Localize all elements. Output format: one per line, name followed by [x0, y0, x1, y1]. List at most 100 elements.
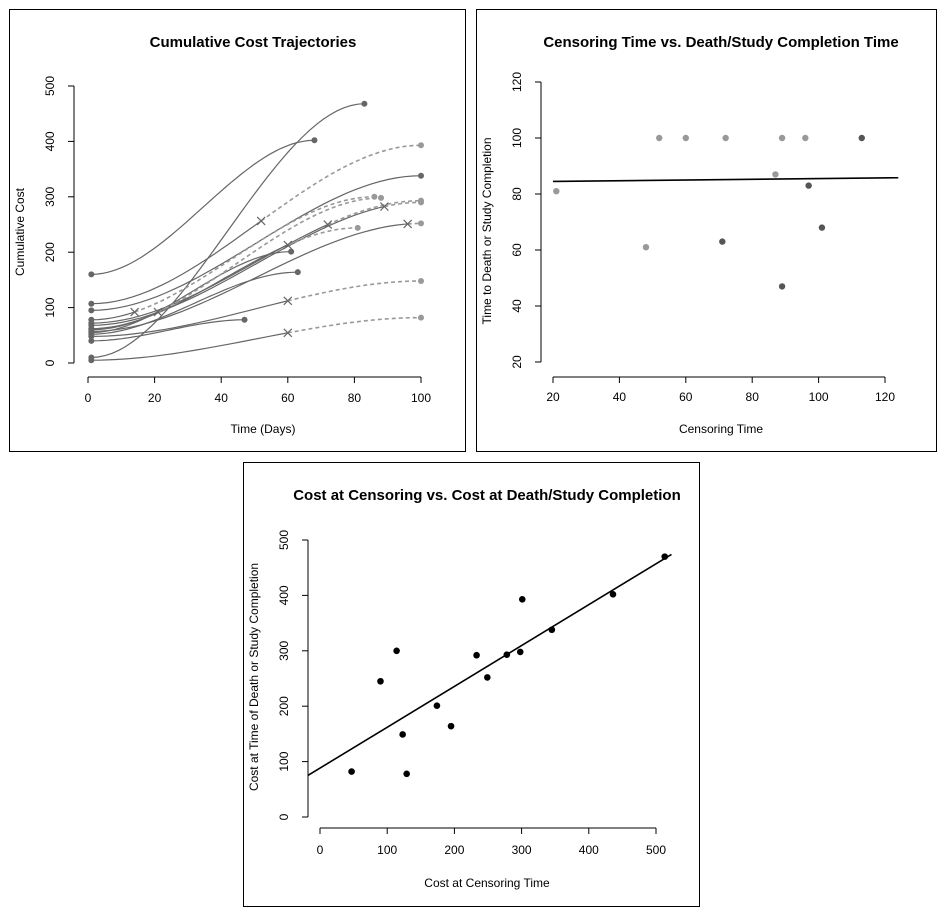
trajectory-line — [91, 311, 159, 331]
censoring-time-chart: Censoring Time vs. Death/Study Completio… — [480, 34, 899, 436]
censoring-marker — [130, 307, 140, 317]
trajectory-line — [91, 319, 245, 342]
y-tick-label: 300 — [277, 640, 291, 660]
cost-trajectories-panel: Cumulative Cost Trajectories Time (Days)… — [9, 9, 466, 452]
trajectory-line — [91, 139, 315, 275]
end-point — [288, 248, 295, 255]
y-tick-label: 500 — [43, 76, 57, 96]
chart-title: Censoring Time vs. Death/Study Completio… — [543, 34, 898, 51]
x-tick-label: 80 — [348, 391, 362, 405]
trajectory-line — [91, 206, 385, 326]
x-tick-label: 100 — [377, 843, 397, 857]
chart-title: Cumulative Cost Trajectories — [150, 34, 357, 51]
end-point — [311, 137, 318, 144]
data-point — [802, 134, 809, 142]
data-point — [377, 677, 384, 685]
y-tick-label: 120 — [510, 72, 524, 92]
y-tick-label: 500 — [277, 530, 291, 550]
y-tick-label: 20 — [510, 355, 524, 369]
data-point — [722, 134, 729, 142]
censoring-marker — [153, 307, 163, 317]
y-axis-label: Cumulative Cost — [13, 187, 27, 276]
data-point — [609, 590, 617, 598]
x-tick-label: 500 — [646, 843, 666, 857]
trajectory-line — [91, 220, 262, 305]
cost-comparison-panel: Cost at Censoring vs. Cost at Death/Stud… — [243, 462, 700, 907]
data-point — [553, 188, 560, 195]
trajectory-line — [91, 103, 365, 359]
censoring-marker — [283, 328, 293, 338]
data-point — [484, 674, 491, 681]
trajectory-line-after-censoring — [260, 144, 422, 222]
y-axis-label: Cost at Time of Death or Study Completio… — [247, 563, 261, 791]
y-tick-label: 100 — [43, 297, 57, 317]
data-point — [719, 238, 726, 245]
y-tick-label: 300 — [43, 186, 57, 206]
trajectory-line — [91, 271, 298, 335]
censoring-marker — [256, 216, 266, 226]
y-tick-label: 400 — [43, 131, 57, 151]
y-tick-label: 60 — [510, 243, 524, 257]
cost-comparison-chart: Cost at Censoring vs. Cost at Death/Stud… — [247, 487, 681, 890]
data-point — [516, 648, 524, 656]
trajectory-line-after-censoring — [384, 201, 422, 208]
x-tick-label: 200 — [444, 843, 464, 857]
start-point — [88, 300, 95, 307]
end-point — [418, 172, 424, 179]
end-point — [294, 269, 301, 276]
start-point — [88, 271, 95, 278]
x-tick-label: 80 — [746, 390, 760, 404]
censoring-marker — [283, 240, 293, 250]
fit-line — [307, 553, 672, 777]
x-tick-label: 60 — [679, 390, 693, 404]
trajectory-line — [91, 300, 288, 337]
trajectory-line-after-censoring — [287, 227, 358, 246]
data-point — [403, 770, 410, 778]
trajectory-line — [91, 311, 135, 321]
x-tick-label: 60 — [281, 391, 295, 405]
x-tick-label: 40 — [215, 391, 229, 405]
end-point — [418, 142, 424, 149]
y-tick-label: 200 — [277, 696, 291, 716]
y-tick-label: 200 — [43, 242, 57, 262]
end-point — [361, 100, 368, 107]
y-tick-label: 80 — [510, 187, 524, 201]
censoring-marker — [379, 202, 389, 211]
trajectory-line-after-censoring — [327, 199, 422, 226]
data-point — [473, 651, 480, 659]
x-tick-label: 100 — [809, 390, 829, 404]
x-tick-label: 20 — [546, 390, 560, 404]
y-tick-label: 100 — [277, 751, 291, 771]
x-tick-label: 40 — [613, 390, 627, 404]
data-point — [778, 283, 786, 290]
start-point — [88, 337, 95, 344]
x-tick-label: 100 — [411, 391, 431, 405]
data-point — [399, 731, 406, 738]
censoring-marker — [283, 296, 293, 306]
x-tick-label: 300 — [512, 843, 532, 857]
y-tick-label: 100 — [510, 128, 524, 148]
chart-title: Cost at Censoring vs. Cost at Death/Stud… — [293, 487, 681, 504]
data-point — [805, 182, 812, 189]
censoring-time-panel: Censoring Time vs. Death/Study Completio… — [476, 9, 937, 452]
censoring-marker — [403, 219, 413, 229]
start-point — [88, 307, 95, 314]
data-point — [858, 134, 865, 142]
trajectory-line — [91, 251, 292, 334]
start-point — [88, 333, 95, 340]
y-tick-label: 0 — [277, 813, 291, 820]
data-point — [656, 134, 663, 142]
trajectory-line-after-censoring — [287, 316, 422, 334]
y-axis-label: Time to Death or Study Completion — [480, 138, 494, 325]
data-point — [348, 768, 355, 775]
end-point — [241, 316, 248, 323]
data-point — [778, 134, 786, 142]
y-tick-label: 0 — [43, 359, 57, 366]
trajectory-line-after-censoring — [134, 196, 375, 313]
end-point — [378, 194, 385, 201]
x-axis-label: Censoring Time — [679, 422, 763, 436]
data-point — [393, 647, 400, 655]
data-point — [447, 722, 455, 730]
end-point — [418, 220, 424, 227]
y-tick-label: 400 — [277, 585, 291, 605]
